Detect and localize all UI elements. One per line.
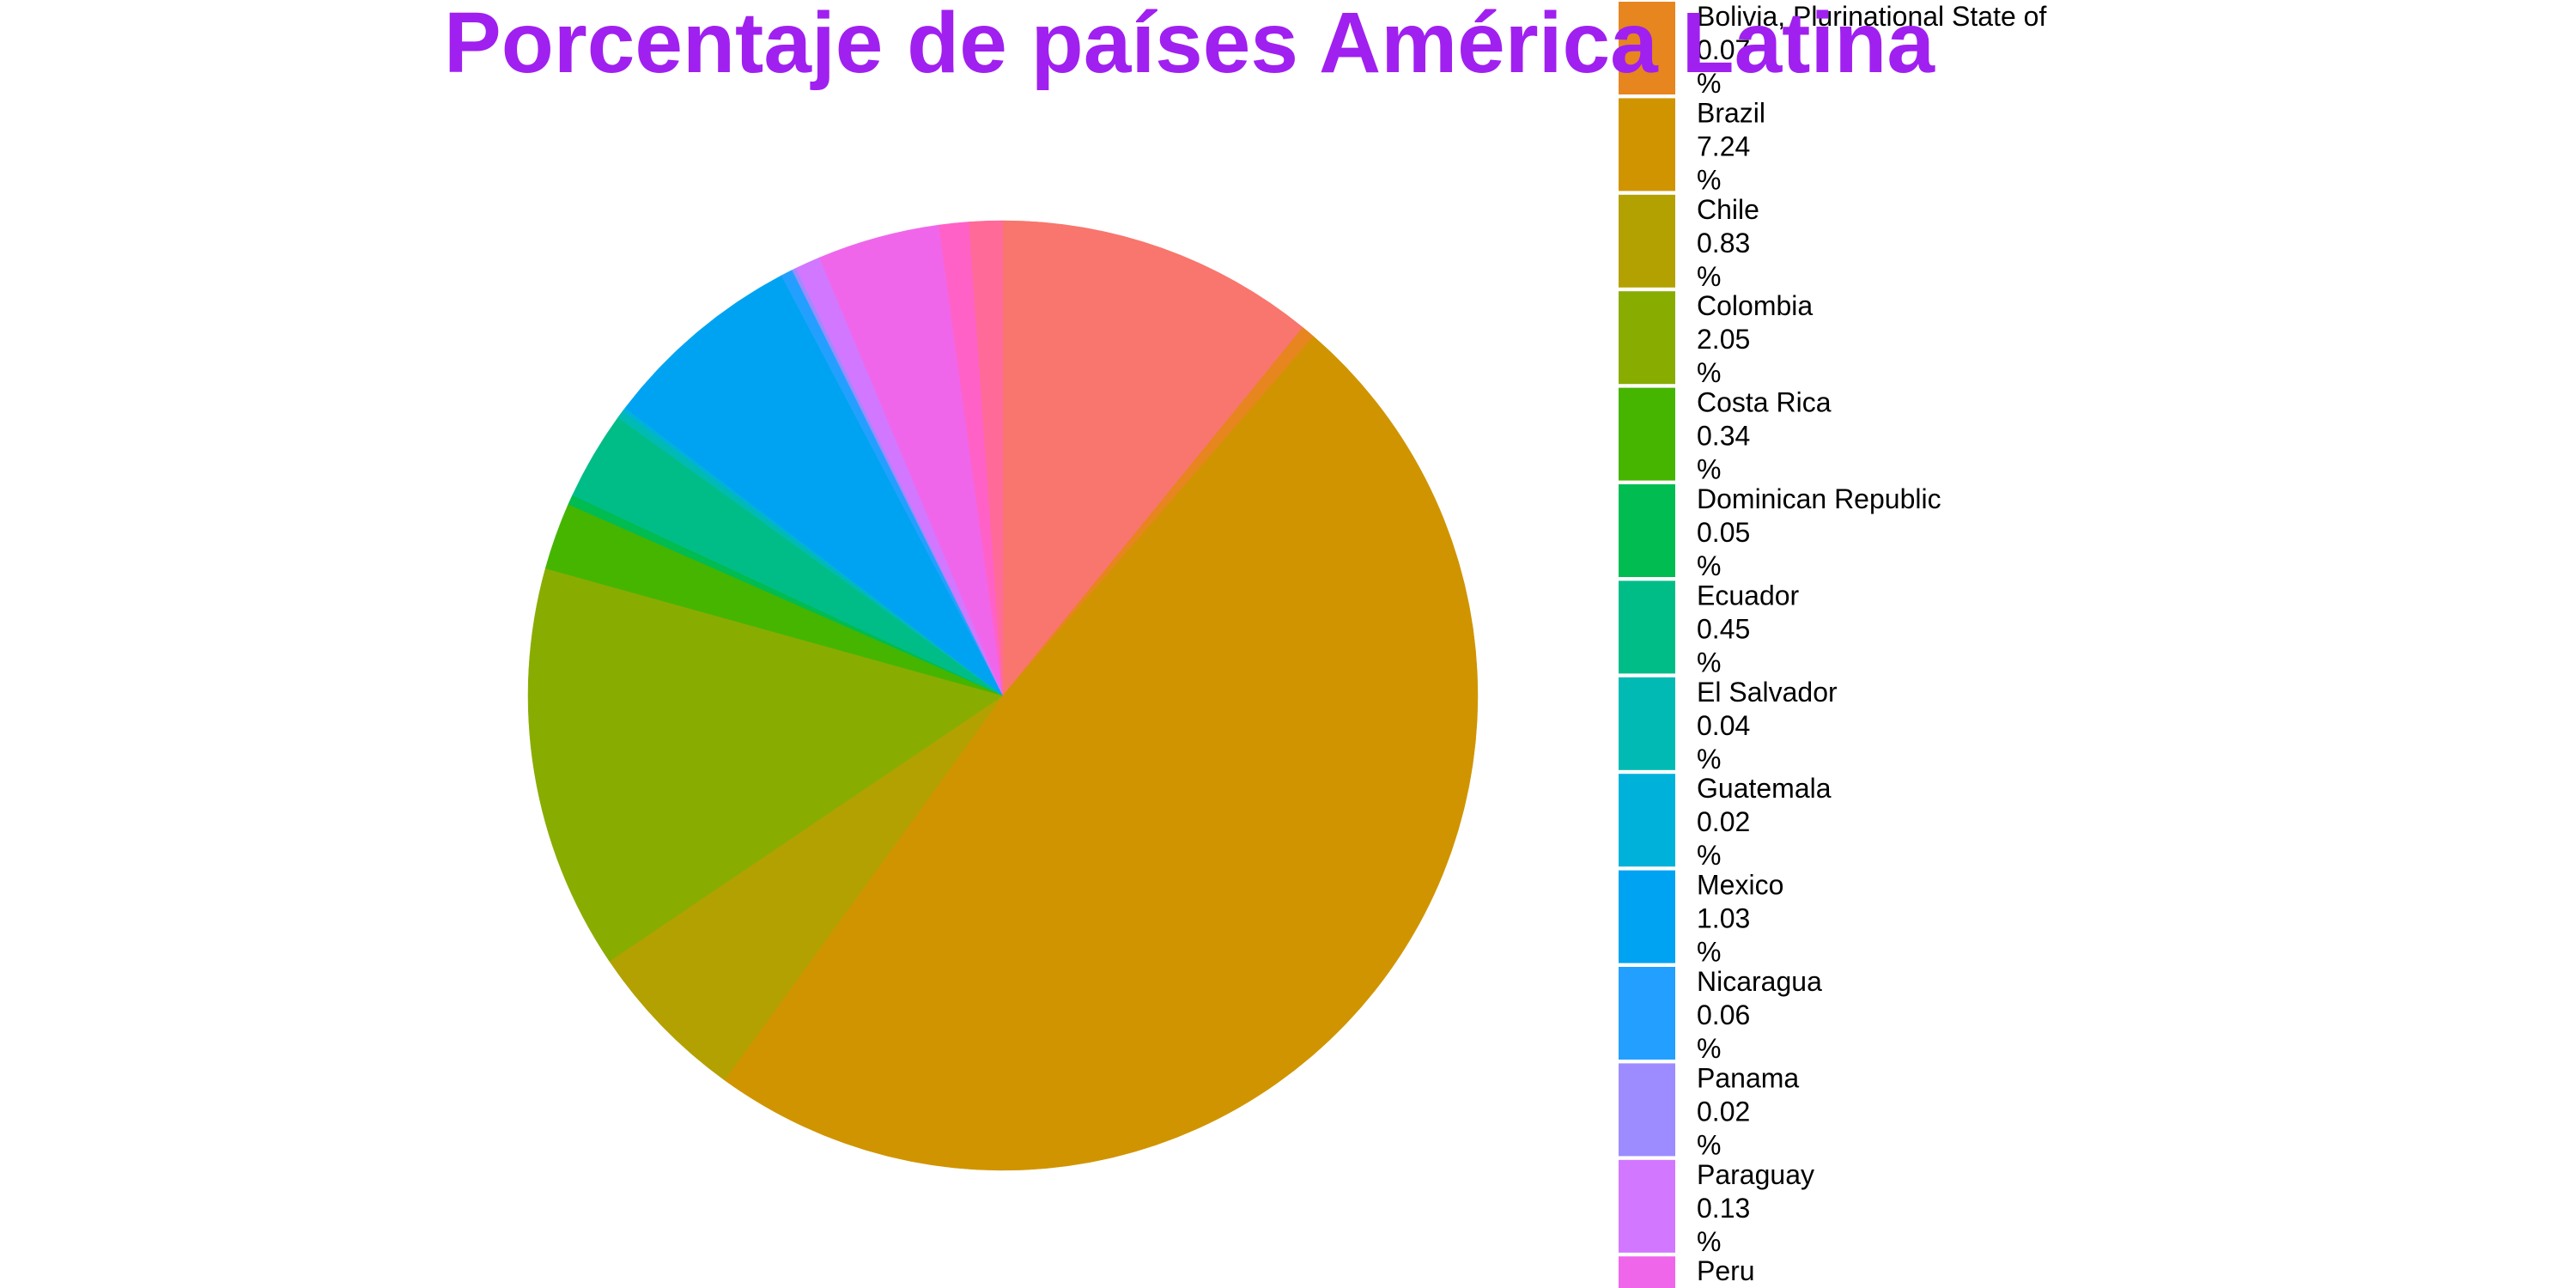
pie-slice-brazil [724, 336, 1479, 1171]
legend-unit: % [1697, 1033, 1721, 1064]
legend-value: 0.06 [1697, 999, 1750, 1030]
legend-value: 0.02 [1697, 1096, 1750, 1127]
legend-label: Nicaragua [1697, 966, 1822, 997]
legend-unit: % [1697, 1129, 1721, 1160]
legend-key [1619, 291, 1675, 385]
legend-value: 2.05 [1697, 324, 1750, 355]
pie-slice-chile [609, 695, 1004, 1081]
legend-value: 0.05 [1697, 517, 1750, 548]
legend-label: Bolivia, Plurinational State of [1697, 1, 2046, 32]
legend-label: Brazil [1697, 97, 1765, 128]
legend-label: Ecuador [1697, 580, 1800, 611]
legend-key [1619, 1159, 1675, 1253]
legend-value: 0.45 [1697, 613, 1750, 644]
legend-key [1619, 98, 1675, 191]
pie-slice-venezuela-bolivarian-republic-of [969, 220, 1004, 696]
legend-label: Mexico [1697, 870, 1783, 901]
legend-value: 1.03 [1697, 903, 1750, 934]
legend-unit: % [1697, 647, 1721, 677]
legend-value: 0.07 [1697, 34, 1750, 65]
legend-key [1619, 1256, 1675, 1288]
chart-title: Porcentaje de países América Latina [444, 0, 1935, 91]
legend-unit: % [1697, 261, 1721, 292]
legend-key [1619, 1063, 1675, 1157]
legend-label: Chile [1697, 194, 1759, 225]
legend-unit: % [1697, 164, 1721, 195]
legend-value: 0.13 [1697, 1193, 1750, 1224]
legend-value: 0.04 [1697, 710, 1750, 741]
legend-label: Paraguay [1697, 1159, 1814, 1190]
legend-label: Costa Rica [1697, 387, 1832, 418]
legend-value: 0.83 [1697, 228, 1750, 258]
legend-key [1619, 194, 1675, 288]
legend-label: Guatemala [1697, 773, 1832, 804]
legend-unit: % [1697, 454, 1721, 485]
legend-unit: % [1697, 357, 1721, 388]
legend-value: 7.24 [1697, 131, 1750, 161]
legend-key [1619, 387, 1675, 481]
legend-unit: % [1697, 937, 1721, 968]
legend-label: Peru [1697, 1255, 1755, 1286]
legend-key [1619, 2, 1675, 94]
legend-key [1619, 967, 1675, 1060]
legend-label: Dominican Republic [1697, 483, 1941, 514]
legend: Bolivia, Plurinational State of0.07%Braz… [1619, 1, 2046, 1288]
legend-key [1619, 677, 1675, 770]
pie-slices [527, 220, 1479, 1171]
legend-key [1619, 774, 1675, 867]
legend-key [1619, 870, 1675, 963]
pie-slice-colombia [527, 568, 1004, 962]
pie-slice-argentina [1002, 220, 1303, 696]
legend-unit: % [1697, 744, 1721, 775]
legend-unit: % [1697, 68, 1721, 99]
legend-value: 0.34 [1697, 421, 1750, 452]
legend-key [1619, 580, 1675, 674]
legend-unit: % [1697, 550, 1721, 581]
legend-value: 0.02 [1697, 806, 1750, 837]
pie-slice-mexico [624, 275, 1004, 696]
legend-key [1619, 484, 1675, 577]
legend-unit: % [1697, 1226, 1721, 1257]
legend-label: Panama [1697, 1062, 1799, 1093]
legend-unit: % [1697, 840, 1721, 871]
legend-label: El Salvador [1697, 677, 1838, 708]
legend-label: Colombia [1697, 290, 1813, 321]
